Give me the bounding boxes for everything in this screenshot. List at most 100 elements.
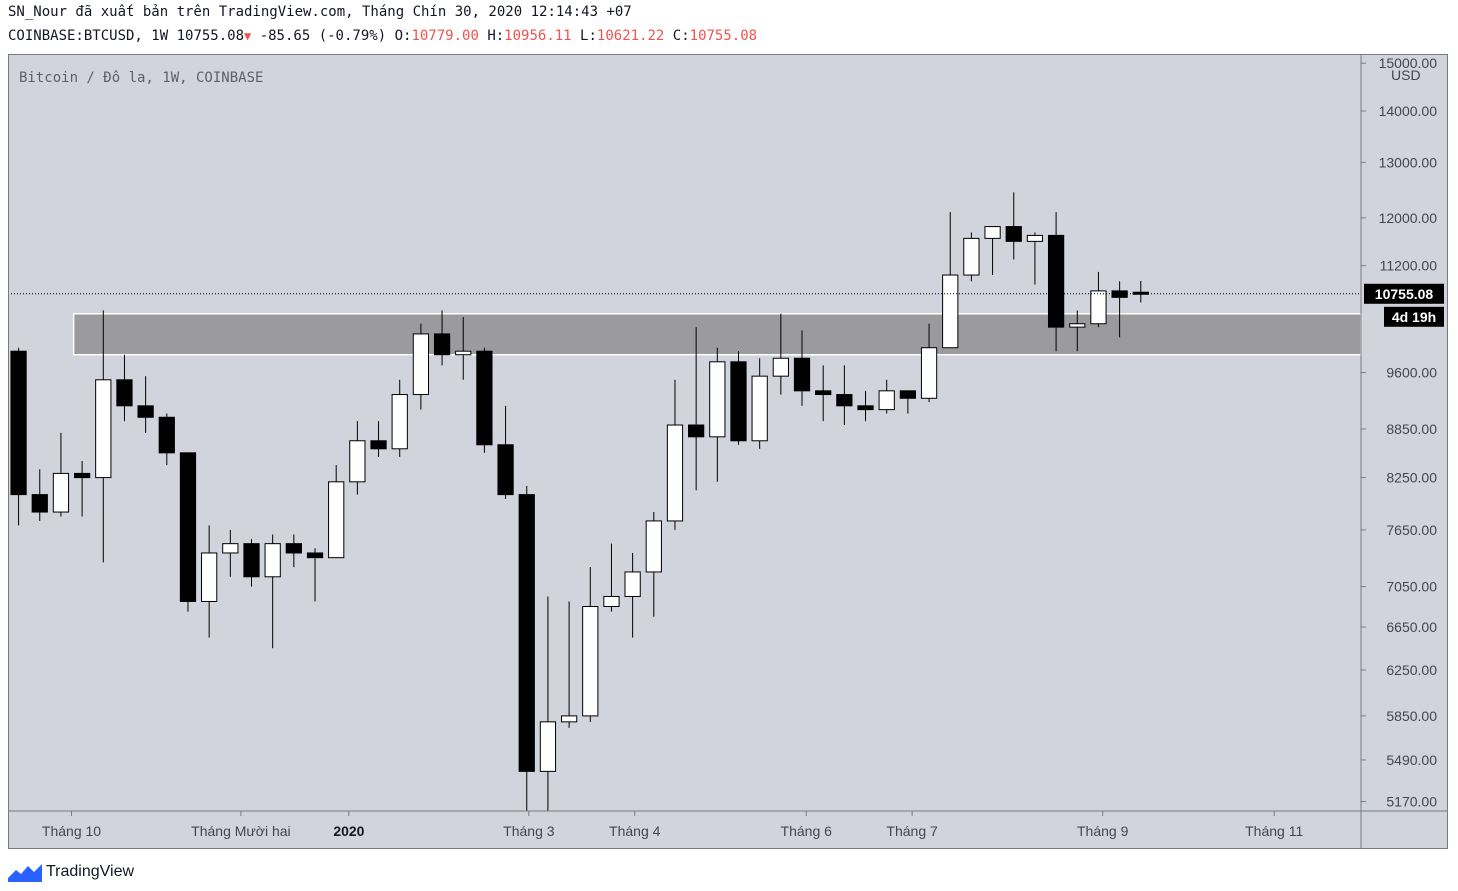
candle	[243, 539, 260, 587]
tradingview-logo-icon	[8, 864, 42, 882]
candle-body	[878, 390, 895, 411]
price-tag-label: 10755.08	[1375, 286, 1434, 302]
candle-body	[645, 520, 662, 573]
candle	[476, 347, 493, 453]
candle	[815, 365, 832, 422]
candle-body	[899, 390, 917, 399]
candle-body	[158, 416, 175, 454]
x-tick-label: Tháng 6	[781, 823, 833, 839]
candle-body	[137, 405, 154, 418]
candle-body	[836, 394, 853, 407]
open-value: 10779.00	[411, 28, 479, 44]
candle	[10, 347, 27, 526]
change-value: -85.65 (-0.79%)	[259, 28, 387, 44]
candle	[433, 310, 451, 366]
candle-body	[497, 444, 514, 496]
candle-body	[95, 379, 112, 479]
countdown-label: 4d 19h	[1392, 309, 1436, 325]
candle-body	[222, 543, 239, 554]
ohlc-line: COINBASE:BTCUSD, 1W 10755.08▼ -85.65 (-0…	[8, 28, 757, 44]
candle	[603, 543, 620, 612]
candle-body	[455, 350, 472, 356]
candle	[31, 469, 48, 521]
candle-body	[857, 405, 874, 411]
y-tick-label: 5850.00	[1386, 708, 1437, 724]
y-tick-label: 11200.00	[1380, 258, 1438, 274]
candle	[836, 365, 853, 426]
chart-frame	[8, 54, 1448, 849]
candle	[984, 226, 1001, 276]
candle-body	[1047, 234, 1065, 328]
x-tick-label: 2020	[333, 823, 364, 839]
y-tick-label: 5490.00	[1386, 752, 1437, 768]
time-axis[interactable]	[8, 811, 1361, 849]
candle	[455, 317, 472, 380]
price-tag	[1364, 283, 1444, 304]
candle-body	[560, 715, 578, 723]
candle	[899, 390, 917, 414]
candle	[179, 452, 197, 612]
candle-body	[666, 424, 684, 522]
axis-corner	[1361, 811, 1448, 849]
footer-brand[interactable]: TradingView	[8, 862, 134, 882]
y-tick-label: 15000.00	[1379, 55, 1438, 71]
candle-body	[582, 606, 599, 717]
candle-body	[518, 494, 535, 772]
candle	[222, 529, 239, 577]
candle-body	[963, 237, 980, 276]
countdown-tag	[1384, 306, 1444, 327]
low-value: 10621.22	[596, 28, 665, 44]
candle	[878, 379, 895, 414]
y-tick-label: 12000.00	[1379, 210, 1438, 226]
candle-body	[52, 472, 70, 513]
candle	[560, 601, 578, 728]
open-label: O:	[394, 28, 412, 44]
chart-legend: Bitcoin / Đô la, 1W, COINBASE	[19, 70, 263, 86]
candle	[116, 354, 133, 422]
candle	[751, 358, 768, 449]
candle	[73, 460, 91, 517]
candle-body	[243, 543, 260, 578]
down-triangle-icon: ▼	[244, 29, 252, 43]
candle-body	[793, 357, 811, 392]
candle-body	[1090, 290, 1107, 325]
y-tick-label: 6250.00	[1386, 662, 1437, 678]
x-tick-label: Tháng 10	[42, 823, 101, 839]
low-label: L:	[580, 28, 597, 44]
candle	[857, 390, 874, 422]
candle-body	[10, 350, 27, 496]
y-tick-label: 7050.00	[1386, 579, 1437, 595]
candle-body	[349, 440, 366, 483]
y-tick-label: 8250.00	[1386, 470, 1437, 486]
candle	[709, 347, 726, 482]
candle	[349, 421, 366, 495]
high-label: H:	[487, 28, 505, 44]
candle	[645, 512, 662, 617]
candle-body	[751, 375, 768, 442]
candle	[306, 548, 324, 602]
candle	[137, 376, 154, 433]
candle	[793, 330, 811, 406]
candle-body	[624, 571, 641, 597]
candle	[52, 432, 70, 517]
candle-body	[306, 552, 324, 559]
price-axis[interactable]	[1361, 54, 1448, 811]
candle-body	[539, 721, 557, 772]
candle	[201, 525, 218, 638]
candle	[624, 552, 641, 638]
candle-body	[984, 226, 1001, 239]
x-tick-label: Tháng 4	[609, 823, 661, 839]
candle-body	[31, 494, 48, 513]
candle-body	[709, 361, 726, 438]
brand-name: TradingView	[46, 863, 135, 880]
plot-area[interactable]	[8, 54, 1361, 811]
candle-body	[772, 357, 789, 377]
y-tick-label: 6650.00	[1386, 619, 1437, 635]
candle-body	[920, 347, 938, 399]
symbol-label: COINBASE:BTCUSD, 1W	[8, 28, 169, 44]
candle-body	[433, 333, 451, 356]
x-tick-label: Tháng 9	[1077, 823, 1129, 839]
candle	[1047, 212, 1065, 352]
candle	[920, 323, 938, 403]
